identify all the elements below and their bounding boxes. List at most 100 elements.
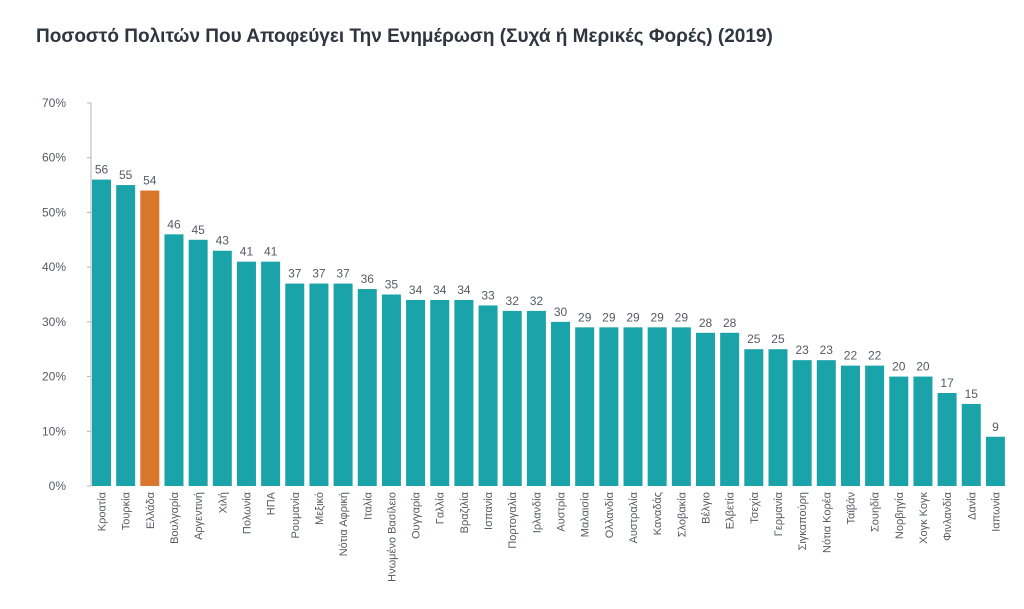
bar-value-label: 32: [530, 294, 544, 308]
bar: [333, 283, 353, 486]
category-label: Πορτογαλία: [507, 491, 519, 548]
bar-value-label: 37: [312, 267, 326, 281]
bar-value-label: 23: [795, 343, 809, 357]
bar: [599, 327, 619, 486]
bar-value-label: 56: [95, 163, 109, 177]
category-label: Ταϊβάν: [845, 492, 857, 525]
bar-value-label: 33: [481, 288, 495, 302]
bar: [430, 299, 450, 486]
y-tick-label: 30%: [42, 315, 66, 329]
bar: [985, 436, 1005, 486]
category-label: Νορβηγία: [894, 491, 906, 539]
bar-value-label: 45: [191, 223, 205, 237]
bar-value-label: 34: [433, 283, 447, 297]
bar-value-label: 32: [506, 294, 520, 308]
bar: [406, 299, 426, 486]
category-label: Τουρκία: [121, 491, 133, 530]
bar: [309, 283, 329, 486]
category-label: Ουγγαρία: [411, 491, 423, 539]
category-label: Ιρλανδία: [531, 491, 543, 533]
bar: [212, 250, 232, 486]
value-labels: 56 55 54 46 45 43 41 41 37 37 37 36 35 34 34 34 33 32 32 30…: [95, 163, 999, 434]
bar: [840, 365, 860, 486]
category-label: Αυστρία: [556, 491, 568, 531]
bar: [937, 392, 957, 486]
y-tick-label: 10%: [42, 424, 66, 438]
category-label: Σουηδία: [870, 491, 882, 532]
category-label: Νότια Κορέα: [821, 491, 833, 553]
category-label: Ελλάδα: [145, 491, 157, 529]
category-label: Ολλανδία: [604, 491, 616, 538]
bar: [454, 299, 474, 486]
bar: [140, 190, 160, 487]
bar-value-label: 9: [992, 420, 999, 434]
category-label: Αυστραλία: [628, 491, 640, 543]
bar-value-label: 17: [940, 376, 954, 390]
category-label: Βραζιλία: [459, 491, 471, 533]
category-label: ΗΠΑ: [266, 491, 278, 515]
bar: [816, 360, 836, 486]
bar-value-label: 34: [409, 283, 423, 297]
bar-value-label: 23: [820, 343, 834, 357]
bar: [768, 349, 788, 486]
category-label: Ρουμανία: [290, 491, 302, 538]
bar-value-label: 22: [844, 349, 858, 363]
y-tick-label: 50%: [42, 205, 66, 219]
bars: [92, 179, 1005, 487]
category-label: Νότια Αφρική: [338, 492, 350, 556]
category-label: Μαλαισία: [580, 491, 592, 537]
y-tick-label: 60%: [42, 151, 66, 165]
category-label: Ηνωμένο Βασίλειο: [386, 492, 398, 582]
bar-value-label: 20: [892, 360, 906, 374]
bar-value-label: 28: [723, 316, 737, 330]
category-label: Βουλγαρία: [169, 491, 181, 544]
bar-value-label: 37: [288, 267, 302, 281]
bar: [696, 332, 715, 486]
bar: [720, 332, 740, 486]
bar-value-label: 25: [771, 332, 785, 346]
category-label: Γερμανία: [773, 491, 785, 536]
category-label: Ιαπωνία: [990, 491, 1002, 531]
bar: [188, 239, 208, 486]
bar: [671, 327, 691, 486]
y-axis: 0% 10% 20% 30% 40% 50% 60% 70%: [42, 96, 92, 493]
bar-value-label: 20: [916, 360, 930, 374]
category-label: Ελβετία: [725, 491, 737, 529]
bar: [961, 403, 981, 486]
bar: [913, 376, 933, 486]
bar-value-label: 29: [626, 310, 640, 324]
category-label: Ιταλία: [362, 491, 374, 520]
bar-value-label: 54: [143, 174, 157, 188]
bar-value-label: 36: [361, 272, 375, 286]
bar-value-label: 41: [264, 245, 278, 259]
category-label: Μεξικό: [314, 492, 326, 525]
bar: [647, 327, 667, 486]
category-label: Κροατία: [97, 491, 109, 531]
bar-value-label: 15: [965, 387, 979, 401]
bar-value-label: 29: [578, 310, 592, 324]
bar: [526, 310, 546, 486]
bar: [623, 327, 643, 486]
bar-value-label: 29: [602, 310, 616, 324]
bar: [478, 305, 498, 486]
category-label: Σιγκαπούρη: [797, 492, 809, 550]
bar-value-label: 25: [747, 332, 761, 346]
y-tick-label: 20%: [42, 370, 66, 384]
bar-value-label: 22: [868, 349, 882, 363]
bar: [575, 327, 595, 486]
bar-value-label: 43: [216, 234, 230, 248]
bar: [865, 365, 885, 486]
bar: [116, 185, 136, 486]
category-label: Χιλή: [217, 492, 229, 513]
y-tick-label: 70%: [42, 96, 66, 110]
category-label: Καναδάς: [652, 492, 664, 535]
category-label: Δανία: [966, 491, 978, 520]
y-tick-label: 0%: [49, 479, 67, 493]
category-label: Αργεντινή: [193, 492, 205, 540]
bar-value-label: 46: [167, 217, 181, 231]
bar-value-label: 30: [554, 305, 568, 319]
bar-value-label: 28: [699, 316, 713, 330]
bar: [92, 179, 111, 486]
